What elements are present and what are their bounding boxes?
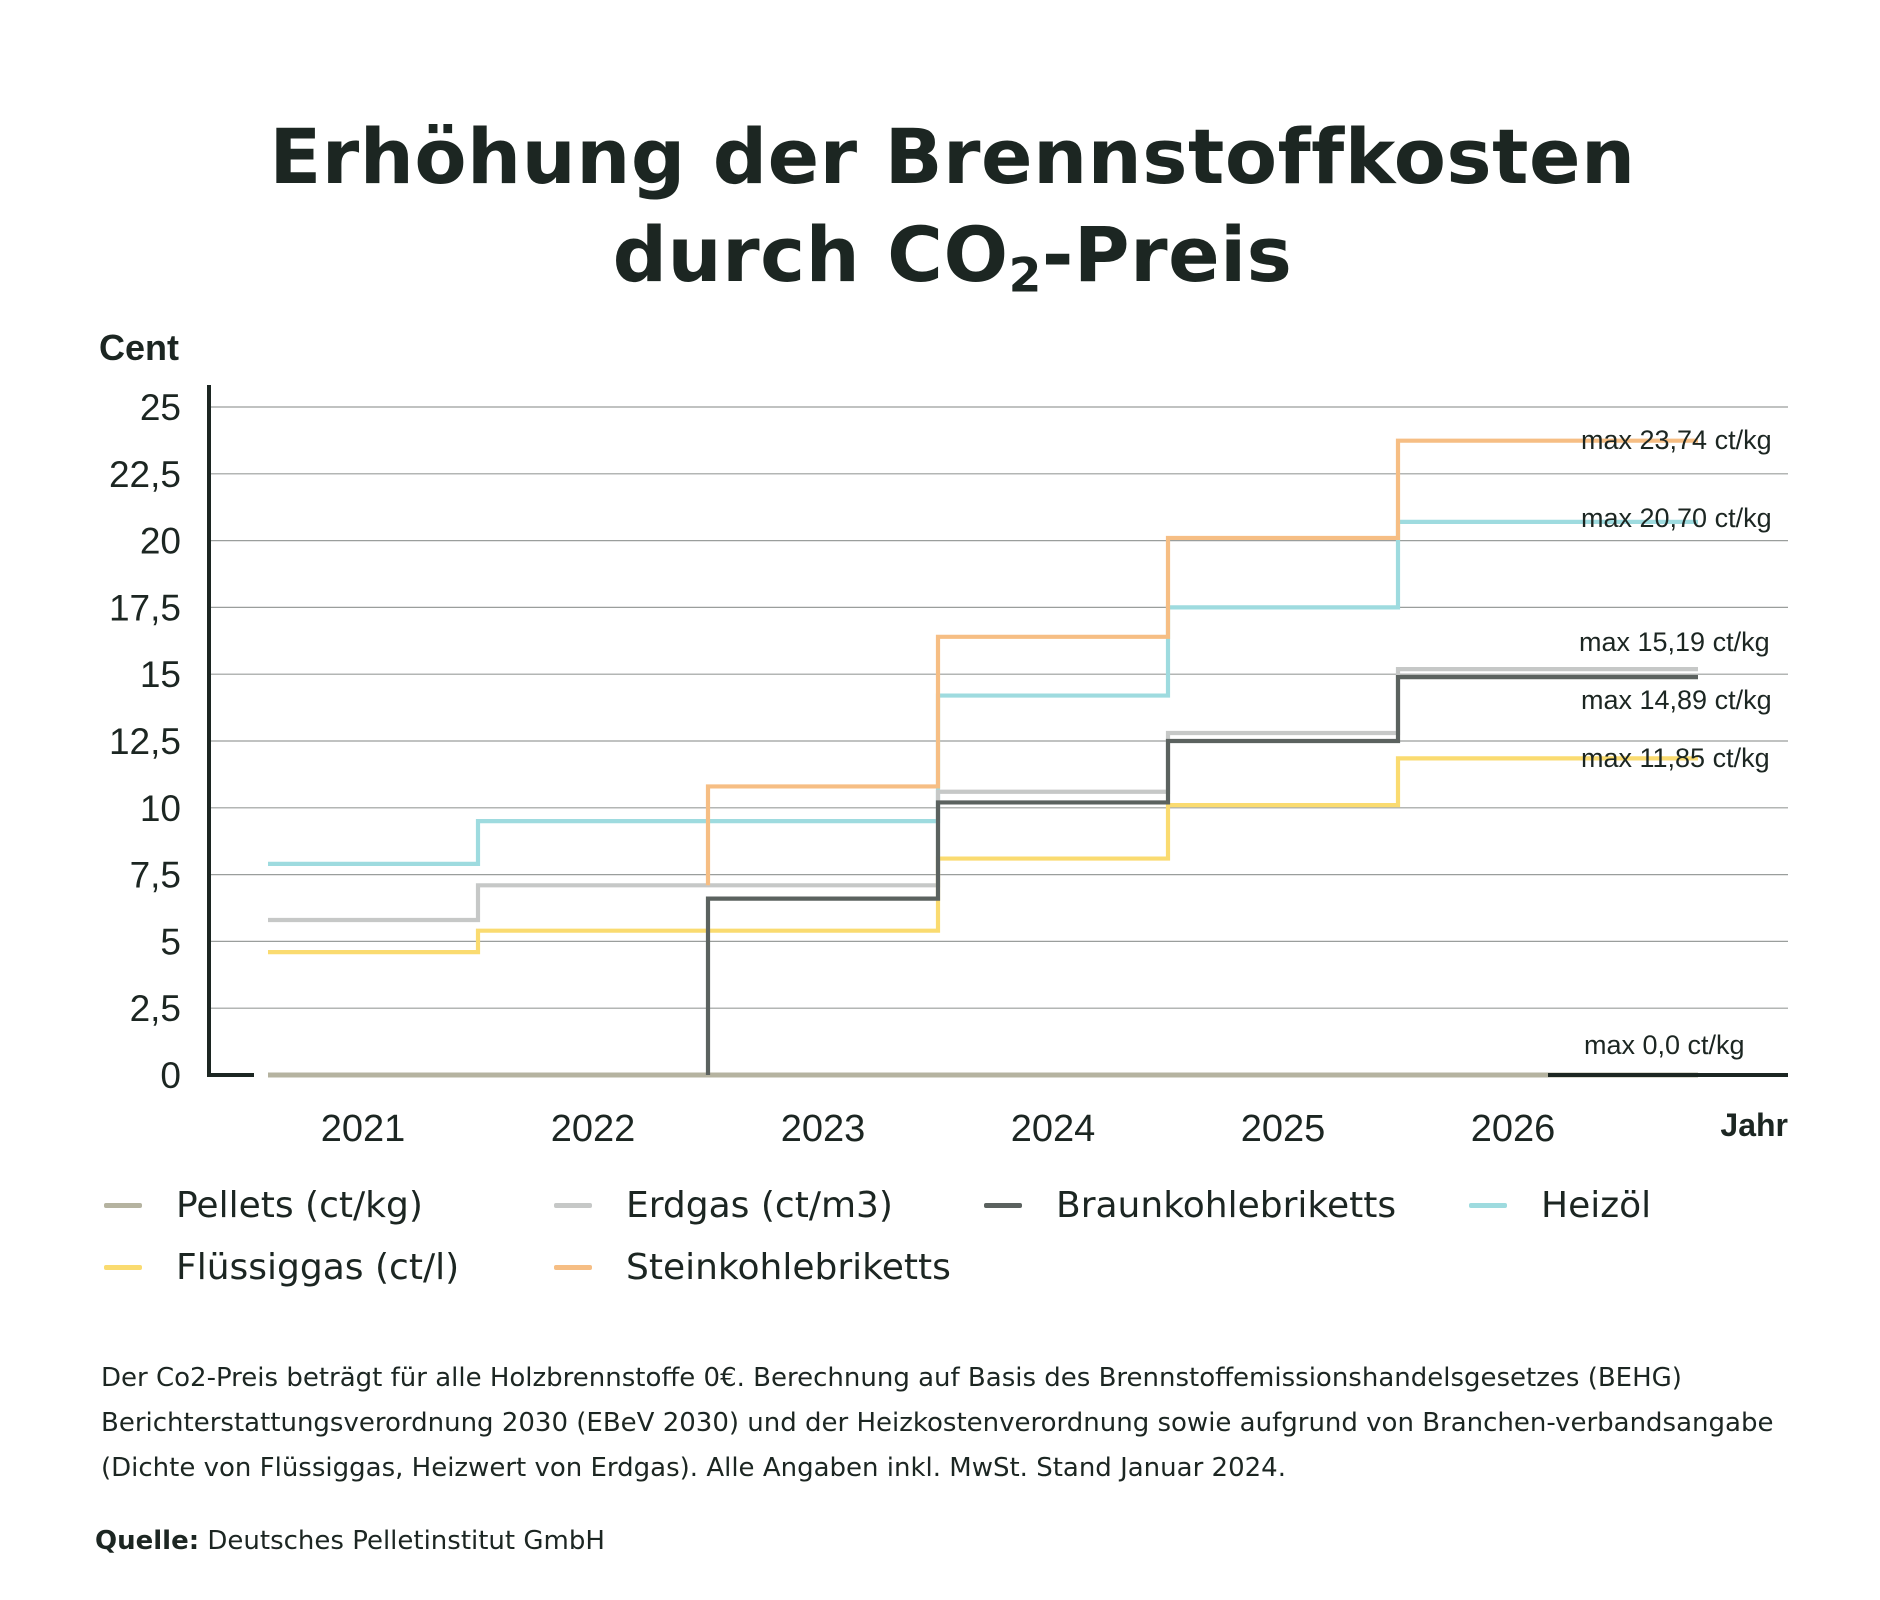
x-tick-label: 2024	[1011, 1108, 1096, 1150]
max-value-annotation: max 20,70 ct/kg	[1581, 503, 1772, 533]
y-tick-label: 2,5	[130, 988, 181, 1029]
series-line	[705, 675, 1698, 1075]
chart-title-line-2-end: -Preis	[1041, 210, 1293, 299]
axes	[207, 385, 1788, 1077]
source-text: Deutsches Pelletinstitut GmbH	[199, 1526, 605, 1556]
axis-labels: 0 2,5 5 7,5 10 12,5 15 17,5 20 22,5 25 2021 2022 2023…	[99, 327, 1788, 1150]
legend-swatch	[1469, 1203, 1507, 1208]
y-tick-label: 15	[140, 654, 181, 695]
legend-item: Steinkohlebriketts	[554, 1247, 951, 1288]
y-tick-label: 22,5	[109, 454, 181, 495]
legend-label: Braunkohlebriketts	[1056, 1185, 1397, 1226]
legend-swatch	[984, 1203, 1022, 1208]
x-tick-label: 2023	[781, 1108, 866, 1150]
y-tick-label: 12,5	[109, 721, 181, 762]
grid-lines	[209, 406, 1788, 1009]
legend-label: Flüssiggas (ct/l)	[176, 1247, 460, 1288]
chart-title-line-2: durch CO2-Preis	[0, 206, 1880, 325]
legend-item: Flüssiggas (ct/l)	[104, 1247, 459, 1288]
legend-swatch	[554, 1203, 592, 1208]
legend-swatch	[104, 1265, 142, 1270]
y-tick-label: 17,5	[109, 587, 181, 628]
x-tick-label: 2025	[1241, 1108, 1326, 1150]
x-tick-label: 2022	[551, 1108, 636, 1150]
max-value-annotation: max 0,0 ct/kg	[1584, 1030, 1745, 1060]
legend-label: Steinkohlebriketts	[626, 1247, 951, 1288]
max-value-annotation: max 15,19 ct/kg	[1579, 627, 1770, 657]
chart-title: Erhöhung der Brennstoffkosten durch CO2-…	[0, 108, 1880, 325]
x-axis-title: Jahr	[1720, 1107, 1788, 1143]
y-tick-label: 25	[140, 387, 181, 428]
series-group	[268, 438, 1698, 1078]
series-line	[268, 756, 1698, 955]
max-value-annotation: max 11,85 ct/kg	[1581, 743, 1770, 773]
legend-swatch	[104, 1203, 142, 1208]
legend-label: Heizöl	[1541, 1185, 1652, 1226]
x-tick-label: 2021	[321, 1108, 406, 1150]
max-value-annotation: max 23,74 ct/kg	[1581, 425, 1772, 455]
chart-title-line-1: Erhöhung der Brennstoffkosten	[269, 112, 1636, 201]
legend-label: Erdgas (ct/m3)	[626, 1185, 893, 1226]
legend-swatch	[554, 1265, 592, 1270]
series-line	[268, 667, 1698, 923]
series-line	[268, 519, 1698, 867]
y-tick-label: 7,5	[130, 855, 181, 896]
chart-title-line-2-start: durch CO	[612, 210, 1009, 299]
legend-item: Erdgas (ct/m3)	[554, 1185, 893, 1226]
x-tick-label: 2026	[1471, 1108, 1556, 1150]
annotations: max 23,74 ct/kg max 20,70 ct/kg max 15,19 …	[1579, 425, 1772, 1060]
source-label: Quelle:	[95, 1526, 200, 1556]
legend-item: Heizöl	[1469, 1185, 1651, 1226]
y-tick-label: 10	[140, 788, 181, 829]
legend-item: Braunkohlebriketts	[984, 1185, 1396, 1226]
max-value-annotation: max 14,89 ct/kg	[1581, 685, 1772, 715]
legend-label: Pellets (ct/kg)	[176, 1185, 423, 1226]
y-axis-title: Cent	[99, 327, 179, 368]
y-tick-label: 20	[140, 521, 181, 562]
chart-title-subscript: 2	[1008, 248, 1042, 304]
source-line: Quelle: Deutsches Pelletinstitut GmbH	[95, 1526, 605, 1556]
legend-item: Pellets (ct/kg)	[104, 1185, 423, 1226]
footnote: Der Co2-Preis beträgt für alle Holzbrenn…	[101, 1363, 1774, 1483]
y-tick-label: 0	[160, 1055, 181, 1096]
series-line	[705, 438, 1698, 886]
y-tick-label: 5	[160, 921, 181, 962]
